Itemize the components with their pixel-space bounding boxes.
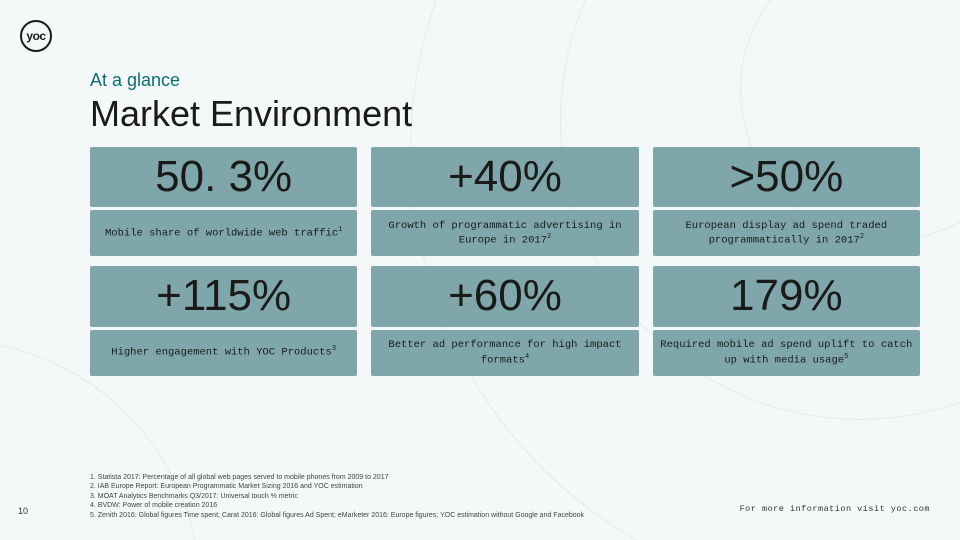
subtitle: At a glance <box>90 70 920 91</box>
stat-card: +60% Better ad performance for high impa… <box>371 266 638 375</box>
stat-desc: Better ad performance for high impact fo… <box>377 338 632 367</box>
stat-desc-box: Better ad performance for high impact fo… <box>371 330 638 376</box>
footnote: 2. IAB Europe Report: European Programma… <box>90 482 584 491</box>
stat-desc: European display ad spend traded program… <box>659 219 914 248</box>
stat-card: >50% European display ad spend traded pr… <box>653 147 920 256</box>
stat-value: 50. 3% <box>94 153 353 201</box>
page-title: Market Environment <box>90 93 920 135</box>
stat-value: >50% <box>657 153 916 201</box>
footnote: 3. MOAT Analytics Benchmarks Q3/2017: Un… <box>90 492 584 501</box>
stat-card: +40% Growth of programmatic advertising … <box>371 147 638 256</box>
page-number: 10 <box>18 506 28 516</box>
stat-card: 50. 3% Mobile share of worldwide web tra… <box>90 147 357 256</box>
yoc-logo: yoc <box>20 20 52 52</box>
stat-card: 179% Required mobile ad spend uplift to … <box>653 266 920 375</box>
stat-value: +60% <box>375 272 634 320</box>
footnote: 4. BVDW: Power of mobile creation 2016 <box>90 501 584 510</box>
stat-value: +40% <box>375 153 634 201</box>
stat-desc-box: Growth of programmatic advertising in Eu… <box>371 210 638 256</box>
stat-desc-box: Higher engagement with YOC Products3 <box>90 330 357 376</box>
stat-desc: Mobile share of worldwide web traffic1 <box>105 226 342 241</box>
stat-desc: Higher engagement with YOC Products3 <box>111 345 336 360</box>
footnote: 1. Statista 2017: Percentage of all glob… <box>90 473 584 482</box>
stat-card: +115% Higher engagement with YOC Product… <box>90 266 357 375</box>
stat-value-box: +115% <box>90 266 357 326</box>
stat-value: 179% <box>657 272 916 320</box>
stat-desc-box: Required mobile ad spend uplift to catch… <box>653 330 920 376</box>
stat-value: +115% <box>94 272 353 320</box>
footnotes: 1. Statista 2017: Percentage of all glob… <box>90 473 584 520</box>
footnote: 5. Zenith 2016: Global figures Time spen… <box>90 511 584 520</box>
stat-desc: Required mobile ad spend uplift to catch… <box>659 338 914 367</box>
stat-value-box: >50% <box>653 147 920 207</box>
stat-desc-box: European display ad spend traded program… <box>653 210 920 256</box>
stat-desc: Growth of programmatic advertising in Eu… <box>377 219 632 248</box>
stat-value-box: +40% <box>371 147 638 207</box>
stat-desc-box: Mobile share of worldwide web traffic1 <box>90 210 357 256</box>
content-area: At a glance Market Environment 50. 3% Mo… <box>90 70 920 376</box>
stat-value-box: 50. 3% <box>90 147 357 207</box>
more-info: For more information visit yoc.com <box>740 504 930 514</box>
stat-value-box: 179% <box>653 266 920 326</box>
stats-grid: 50. 3% Mobile share of worldwide web tra… <box>90 147 920 376</box>
stat-value-box: +60% <box>371 266 638 326</box>
